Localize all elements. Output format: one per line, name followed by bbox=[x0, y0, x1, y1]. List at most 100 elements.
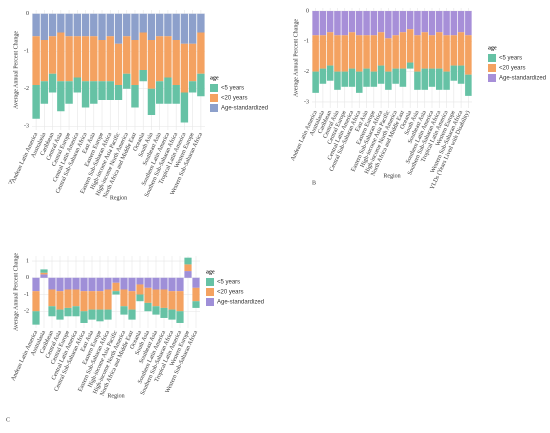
bar-segment bbox=[144, 302, 152, 312]
bar-segment bbox=[188, 43, 197, 82]
bar-segment bbox=[114, 85, 123, 100]
bar-segment bbox=[32, 85, 40, 119]
bar-segment bbox=[406, 62, 414, 69]
y-tick-label: 1 bbox=[26, 258, 29, 264]
bar-segment bbox=[164, 13, 172, 37]
bar-segment bbox=[98, 40, 106, 82]
bar-segment bbox=[168, 291, 176, 310]
bar-segment bbox=[399, 11, 407, 33]
bar-segment bbox=[164, 36, 172, 78]
bar-segment bbox=[168, 309, 176, 320]
bar-segment bbox=[72, 289, 80, 307]
bar-segment bbox=[73, 36, 82, 78]
bar-segment bbox=[90, 81, 98, 104]
bar-segment bbox=[172, 13, 180, 40]
bar-segment bbox=[197, 32, 205, 74]
panel-label: B bbox=[312, 180, 316, 186]
legend-label: <20 years bbox=[221, 96, 248, 102]
bar-segment bbox=[144, 287, 152, 303]
bar-segment bbox=[136, 284, 144, 295]
legend-swatch bbox=[210, 104, 218, 112]
legend-label: <5 years bbox=[499, 56, 522, 62]
bar-segment bbox=[334, 11, 341, 36]
bar-segment bbox=[406, 29, 414, 63]
bar-segment bbox=[65, 13, 73, 37]
bar-segment bbox=[40, 269, 48, 273]
x-axis-label: Region bbox=[383, 173, 400, 179]
bar-segment bbox=[370, 11, 378, 36]
bar-segment bbox=[450, 11, 458, 36]
bar-segment bbox=[155, 13, 164, 37]
bar-segment bbox=[465, 11, 472, 36]
bar-segment bbox=[319, 11, 327, 36]
bar-segment bbox=[152, 306, 160, 315]
bar-segment bbox=[348, 11, 356, 33]
bar-segment bbox=[436, 11, 443, 33]
legend-swatch bbox=[206, 278, 214, 286]
bar-segment bbox=[96, 309, 104, 322]
bar-segment bbox=[465, 35, 472, 75]
bar-segment bbox=[334, 71, 341, 90]
bar-segment bbox=[180, 92, 189, 123]
bar-segment bbox=[356, 11, 363, 36]
bar-segment bbox=[106, 81, 114, 100]
bar-segment bbox=[65, 36, 73, 82]
bar-segment bbox=[64, 277, 72, 290]
bar-segment bbox=[128, 291, 136, 310]
y-axis-label: Average Annual Percent Change bbox=[13, 253, 19, 331]
legend-label: Age-standardized bbox=[221, 106, 268, 112]
y-tick-label: -1 bbox=[24, 292, 29, 298]
bar-segment bbox=[155, 36, 164, 82]
bar-segment bbox=[32, 13, 40, 37]
y-tick-label: -1 bbox=[304, 39, 309, 45]
bar-segment bbox=[428, 35, 436, 69]
bar-segment bbox=[176, 277, 184, 292]
bar-segment bbox=[188, 81, 197, 93]
bar-segment bbox=[334, 35, 341, 72]
bar-segment bbox=[443, 35, 450, 72]
bar-segment bbox=[112, 282, 120, 292]
legend-title: age bbox=[210, 75, 219, 81]
bar-segment bbox=[40, 13, 49, 40]
panel-label: A bbox=[8, 179, 13, 185]
bar-segment bbox=[106, 36, 114, 82]
bar-segment bbox=[131, 13, 139, 40]
bar-segment bbox=[428, 11, 436, 36]
bar-segment bbox=[443, 71, 450, 90]
bar-segment bbox=[341, 11, 348, 36]
bar-segment bbox=[112, 291, 120, 295]
legend-swatch bbox=[488, 64, 496, 72]
bar-segment bbox=[128, 277, 136, 292]
bar-segment bbox=[147, 88, 156, 115]
bar-segment bbox=[363, 68, 370, 87]
bar-segment bbox=[98, 81, 106, 100]
bar-segment bbox=[120, 306, 128, 315]
bar-segment bbox=[197, 13, 205, 33]
bar-segment bbox=[40, 274, 48, 278]
bar-segment bbox=[164, 77, 172, 104]
bar-segment bbox=[377, 11, 385, 33]
bar-segment bbox=[57, 32, 65, 82]
bar-segment bbox=[356, 35, 363, 72]
bar-segment bbox=[341, 71, 348, 87]
bar-segment bbox=[88, 277, 96, 292]
bar-segment bbox=[144, 277, 152, 288]
bar-segment bbox=[385, 71, 392, 90]
legend-label: Age-standardized bbox=[499, 76, 546, 82]
bar-segment bbox=[98, 13, 106, 40]
bar-segment bbox=[421, 32, 428, 69]
bar-segment bbox=[465, 74, 472, 96]
bar-segment bbox=[32, 36, 40, 85]
bar-segment bbox=[147, 40, 156, 89]
bar-segment bbox=[90, 36, 98, 82]
bar-segment bbox=[155, 81, 164, 104]
bar-segment bbox=[176, 311, 184, 323]
bar-segment bbox=[131, 40, 139, 85]
bar-segment bbox=[392, 68, 399, 84]
y-tick-label: -3 bbox=[304, 99, 309, 105]
bar-segment bbox=[120, 289, 128, 307]
bar-segment bbox=[48, 13, 57, 37]
bar-segment bbox=[104, 277, 112, 290]
bar-segment bbox=[123, 13, 131, 37]
